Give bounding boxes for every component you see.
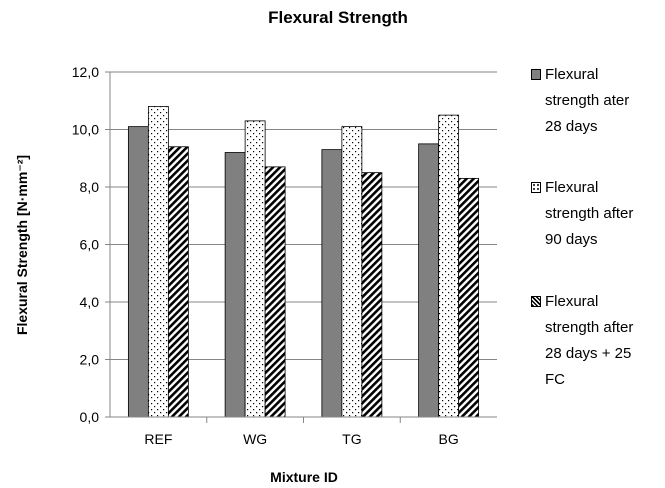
bar xyxy=(458,177,480,418)
legend-label-line: 28 days + 25 xyxy=(545,345,632,362)
legend-label: Flexural strength after 90 days xyxy=(545,175,633,253)
legend-swatch xyxy=(531,296,541,307)
bar xyxy=(264,166,286,418)
legend-label: Flexural strength ater 28 days xyxy=(545,62,629,140)
y-tick-label: 0,0 xyxy=(80,409,100,425)
bar xyxy=(127,126,149,418)
y-tick-labels: 0,0 2,0 4,0 6,0 8,0 10,0 12,0 xyxy=(72,64,110,425)
legend-item: Flexural strength ater 28 days xyxy=(525,62,629,140)
y-tick-label: 12,0 xyxy=(72,64,99,80)
legend-label-line: Flexural xyxy=(545,293,599,310)
chart-title: Flexural Strength xyxy=(268,8,408,27)
bar xyxy=(361,172,383,418)
legend-label-line: Flexural xyxy=(545,179,599,196)
legend-label-line: strength after xyxy=(545,205,634,222)
x-tick-labels: REF WG TG BG xyxy=(144,417,459,447)
x-axis-title: Mixture ID xyxy=(270,469,338,485)
legend-label-line: Flexural xyxy=(545,66,599,83)
legend-label-line: strength after xyxy=(545,319,634,336)
bar xyxy=(224,152,246,418)
bar xyxy=(418,143,440,418)
bar xyxy=(438,114,460,418)
x-tick-label: REF xyxy=(144,431,172,447)
y-tick-label: 2,0 xyxy=(80,352,100,368)
y-tick-label: 8,0 xyxy=(80,179,100,195)
x-tick-label: BG xyxy=(439,431,459,447)
legend-label-line: strength ater xyxy=(545,92,630,109)
legend-swatch xyxy=(531,69,541,80)
x-tick-label: TG xyxy=(342,431,361,447)
legend-label-line: FC xyxy=(545,371,565,388)
y-tick-label: 10,0 xyxy=(72,122,99,138)
bar xyxy=(147,106,169,418)
bar xyxy=(341,126,363,418)
bar xyxy=(244,120,266,418)
legend-label: Flexural strength after 28 days + 25 FC xyxy=(545,289,633,393)
y-axis-title: Flexural Strength [N·mm⁻²] xyxy=(14,155,30,335)
legend-swatch xyxy=(531,182,541,193)
bar xyxy=(321,149,343,418)
y-tick-label: 4,0 xyxy=(80,294,100,310)
legend-label-line: 90 days xyxy=(545,231,598,248)
x-tick-label: WG xyxy=(243,431,267,447)
bar xyxy=(167,146,189,418)
legend-item: Flexural strength after 28 days + 25 FC xyxy=(525,289,633,393)
y-tick-label: 6,0 xyxy=(80,237,100,253)
bars xyxy=(127,106,480,418)
legend-label-line: 28 days xyxy=(545,118,598,135)
legend-item: Flexural strength after 90 days xyxy=(525,175,633,253)
